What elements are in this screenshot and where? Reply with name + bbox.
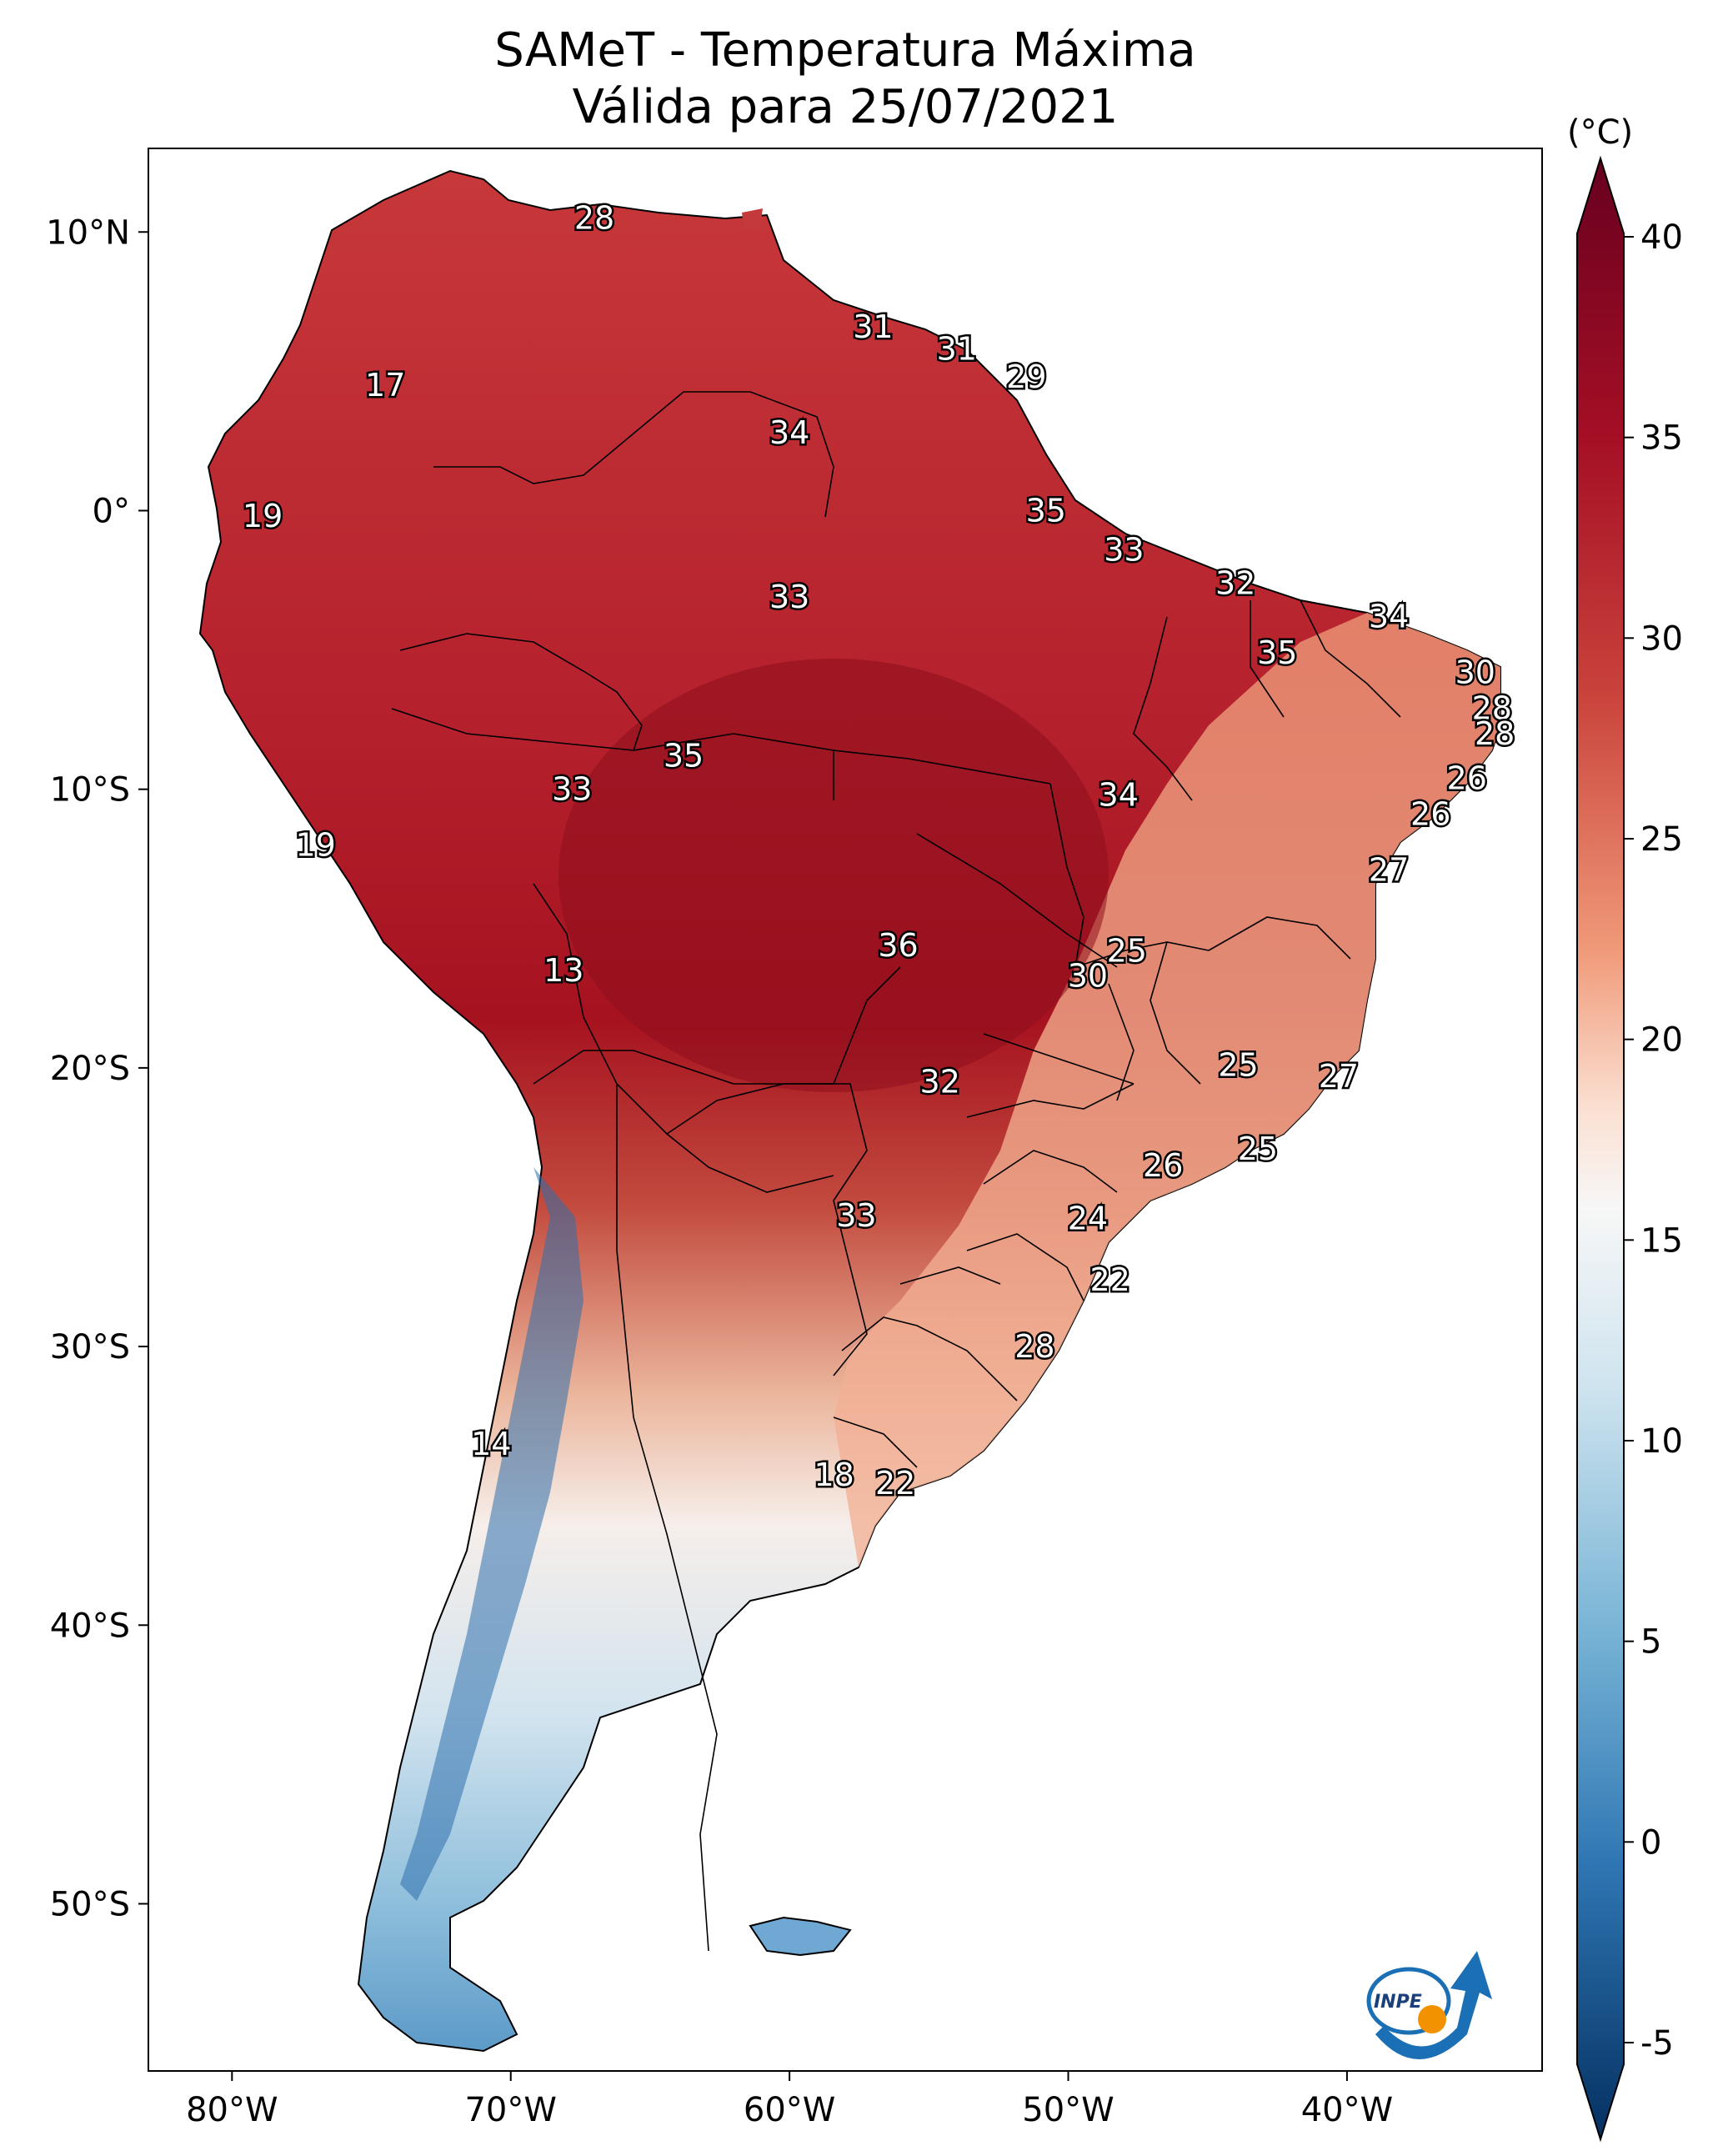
- colorbar-tick-label: 5: [1640, 1623, 1661, 1662]
- lat-label: 40°S: [50, 1607, 130, 1645]
- colorbar-tick-label: -5: [1640, 2024, 1674, 2063]
- lon-label: 60°W: [744, 2091, 835, 2129]
- station-value: 27: [1319, 1058, 1359, 1095]
- station-value: 25: [1218, 1047, 1258, 1084]
- station-value: 19: [295, 827, 335, 864]
- station-value: 26: [1447, 760, 1487, 796]
- station-value: 24: [1068, 1200, 1108, 1236]
- station-value: 28: [574, 200, 614, 237]
- station-value: 29: [1006, 358, 1046, 395]
- lon-label: 70°W: [464, 2091, 556, 2129]
- caribbean-island: [742, 208, 763, 229]
- station-value: 19: [243, 498, 283, 534]
- station-value: 33: [1104, 531, 1144, 568]
- station-value: 32: [1215, 564, 1255, 601]
- station-value: 34: [769, 414, 809, 451]
- colorbar-unit: (°C): [1567, 113, 1633, 152]
- station-value: 30: [1455, 654, 1495, 690]
- station-value: 13: [543, 952, 584, 989]
- inpe-logo: INPE: [1366, 1951, 1492, 2059]
- map-title: SAMeT - Temperatura Máxima: [494, 23, 1196, 78]
- station-value: 35: [1026, 492, 1066, 529]
- station-value: 31: [937, 331, 977, 368]
- station-value: 32: [920, 1064, 960, 1101]
- falkland-islands: [749, 1916, 852, 1957]
- colorbar-tick-label: 15: [1640, 1221, 1683, 1260]
- station-value: 28: [1475, 715, 1515, 752]
- station-value: 14: [471, 1426, 511, 1462]
- station-value: 36: [878, 927, 918, 964]
- lat-label: 10°N: [46, 213, 130, 252]
- lon-label: 50°W: [1022, 2091, 1114, 2129]
- axis-layer: 10°N 0° 10°S 20°S 30°S 40°S 50°S 80°W 70°W 60°W 50…: [46, 213, 1393, 2129]
- station-value: 34: [1369, 598, 1409, 634]
- station-value: 27: [1369, 852, 1409, 889]
- lat-label: 30°S: [50, 1328, 130, 1366]
- station-value: 18: [814, 1457, 854, 1493]
- colorbar-tick-label: 0: [1640, 1823, 1661, 1862]
- colorbar-tick-label: 40: [1640, 218, 1683, 257]
- station-value: 35: [664, 738, 704, 775]
- station-value: 17: [365, 367, 405, 404]
- lon-label: 40°W: [1301, 2091, 1393, 2129]
- country-borders: [391, 391, 1401, 1952]
- colorbar-bar: [1576, 155, 1625, 2143]
- station-value: 35: [1257, 634, 1297, 671]
- colorbar: (°C) 40 35 30 25 20 15 10 5 0 -5: [1567, 113, 1683, 2143]
- inpe-logo-text: INPE: [1374, 1992, 1422, 2013]
- station-value: 22: [1090, 1261, 1130, 1298]
- station-value: 33: [552, 771, 592, 808]
- lon-label: 80°W: [186, 2091, 278, 2129]
- station-value: 26: [1143, 1147, 1183, 1184]
- colorbar-tick-label: 25: [1640, 820, 1683, 859]
- northeast-coastal-region: [834, 613, 1500, 1567]
- station-value: 25: [1238, 1131, 1278, 1167]
- station-value: 28: [1472, 690, 1512, 727]
- colorbar-ticks: 40 35 30 25 20 15 10 5 0 -5: [1624, 218, 1683, 2063]
- station-value: 25: [1107, 933, 1147, 970]
- map-frame: [148, 148, 1543, 2072]
- station-value: 33: [769, 579, 809, 615]
- station-value: 34: [1099, 776, 1139, 813]
- lat-label: 0°: [93, 492, 130, 530]
- lat-label: 20°S: [50, 1050, 130, 1088]
- station-value: 26: [1410, 796, 1450, 833]
- map-subtitle: Válida para 25/07/2021: [572, 80, 1119, 134]
- station-value: 28: [1014, 1328, 1054, 1365]
- colorbar-tick-label: 10: [1640, 1422, 1683, 1461]
- colorbar-tick-label: 20: [1640, 1021, 1683, 1060]
- station-value: 22: [875, 1465, 915, 1502]
- hot-interior-core: [558, 659, 1109, 1092]
- station-value: 31: [853, 308, 893, 345]
- lat-label: 50°S: [50, 1885, 130, 1923]
- colorbar-tick-label: 35: [1640, 419, 1683, 458]
- lat-label: 10°S: [50, 771, 130, 810]
- station-value: 30: [1068, 958, 1108, 995]
- station-value: 33: [836, 1197, 876, 1234]
- colorbar-tick-label: 30: [1640, 619, 1683, 658]
- andes-cold-band: [400, 1167, 584, 1901]
